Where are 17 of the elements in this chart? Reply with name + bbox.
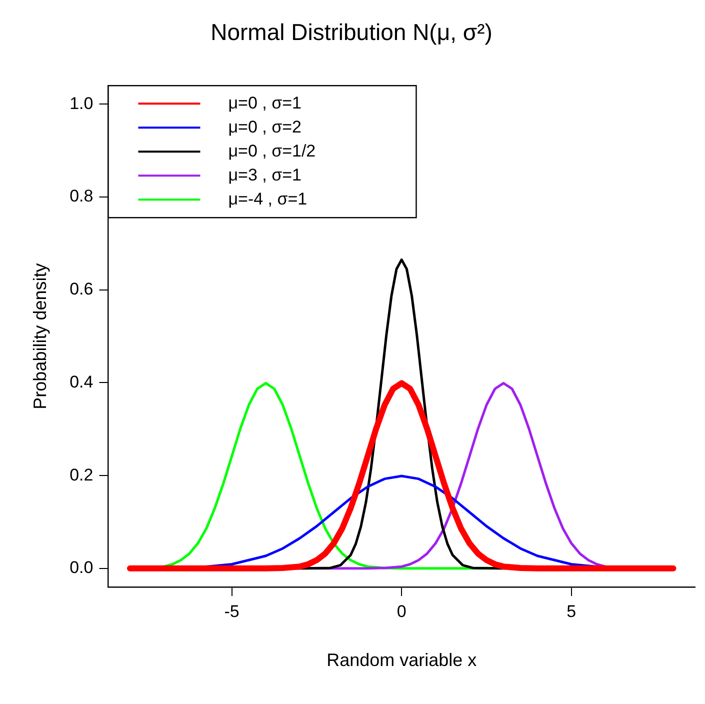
legend-label: μ=0 , σ=1/2 xyxy=(228,141,316,160)
y-tick-label: 0.0 xyxy=(70,558,94,578)
y-tick-label: 1.0 xyxy=(70,94,94,113)
chart-title: Normal Distribution N(μ, σ²) xyxy=(210,19,492,46)
x-axis-title: Random variable x xyxy=(326,650,477,670)
x-tick-label: 5 xyxy=(566,602,576,621)
legend-label: μ=3 , σ=1 xyxy=(228,165,302,184)
y-tick-label: 0.4 xyxy=(70,372,94,392)
y-tick-label: 0.6 xyxy=(70,280,94,299)
y-tick-label: 0.8 xyxy=(70,186,94,206)
legend-label: μ=-4 , σ=1 xyxy=(228,189,308,208)
legend-label: μ=0 , σ=1 xyxy=(228,93,302,112)
y-tick-label: 0.2 xyxy=(70,465,94,484)
legend-label: μ=0 , σ=2 xyxy=(228,117,302,136)
y-axis-title: Probability density xyxy=(30,263,50,410)
x-tick-label: 0 xyxy=(396,602,406,621)
x-tick-label: -5 xyxy=(224,602,240,621)
